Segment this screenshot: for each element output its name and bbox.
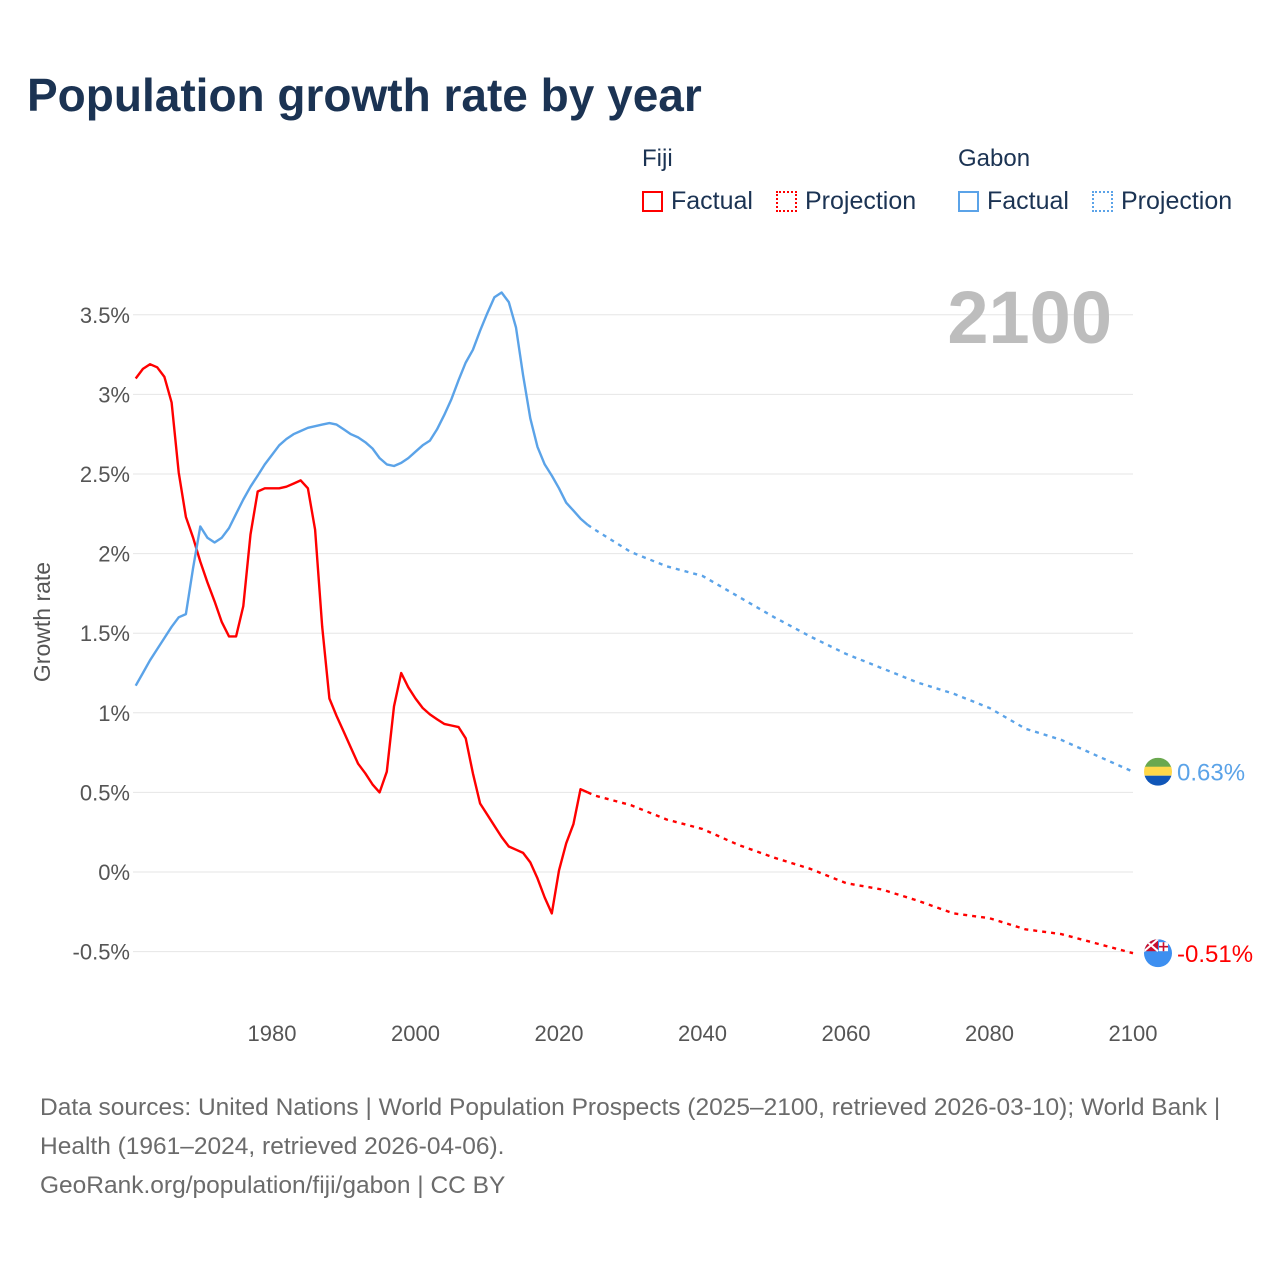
legend-fiji-projection[interactable]: Projection bbox=[776, 187, 916, 216]
data-sources: Data sources: United Nations | World Pop… bbox=[40, 1094, 1221, 1160]
legend-label: Projection bbox=[1121, 187, 1233, 215]
end-value-label: -0.51% bbox=[1177, 941, 1253, 968]
gabon-factual-line bbox=[134, 291, 589, 687]
y-tick-label: 3.5% bbox=[80, 303, 130, 328]
year-display: 2100 bbox=[947, 276, 1112, 359]
legend-swatch-dotted bbox=[776, 191, 797, 212]
gabon-projection-line bbox=[587, 523, 1134, 773]
legend-gabon-factual[interactable]: Factual bbox=[958, 187, 1069, 216]
legend-label: Projection bbox=[805, 187, 917, 215]
flag-body bbox=[1144, 939, 1172, 968]
x-tick-label: 2040 bbox=[678, 1021, 727, 1046]
y-tick-label: 1% bbox=[98, 701, 130, 726]
x-tick-label: 1980 bbox=[248, 1021, 297, 1046]
credit-link[interactable]: GeoRank.org/population/fiji/gabon | CC B… bbox=[40, 1172, 506, 1199]
flag-shield-cross bbox=[1159, 942, 1168, 952]
x-tick-label: 2080 bbox=[965, 1021, 1014, 1046]
flag-stripe-blue bbox=[1144, 775, 1172, 786]
fiji-flag-icon bbox=[1144, 939, 1172, 968]
legend-label: Factual bbox=[671, 187, 753, 215]
fiji-factual-line bbox=[134, 363, 589, 915]
flag-body bbox=[1144, 757, 1172, 786]
x-tick-label: 2100 bbox=[1109, 1021, 1158, 1046]
flag-stripe-yellow bbox=[1144, 766, 1172, 776]
y-tick-label: 0% bbox=[98, 860, 130, 885]
chart-title: Population growth rate by year bbox=[27, 69, 702, 121]
y-tick-label: 2% bbox=[98, 542, 130, 567]
fiji-projection-line bbox=[587, 791, 1134, 955]
legend-swatch-solid bbox=[958, 191, 979, 212]
y-tick-label: 2.5% bbox=[80, 462, 130, 487]
x-tick-label: 2060 bbox=[822, 1021, 871, 1046]
legend-label: Factual bbox=[987, 187, 1069, 215]
legend-group-gabon: Gabon bbox=[958, 145, 1031, 172]
legend-fiji-factual[interactable]: Factual bbox=[642, 187, 753, 216]
y-axis-label: Growth rate bbox=[29, 562, 55, 682]
end-value-label: 0.63% bbox=[1177, 760, 1245, 787]
legend-group-fiji: Fiji bbox=[642, 145, 673, 172]
legend-swatch-solid bbox=[642, 191, 663, 212]
legend-swatch-dotted bbox=[1092, 191, 1113, 212]
y-tick-label: -0.5% bbox=[73, 940, 130, 965]
legend-gabon-projection[interactable]: Projection bbox=[1092, 187, 1232, 216]
gabon-flag-icon bbox=[1144, 757, 1172, 786]
footer: Data sources: United Nations | World Pop… bbox=[40, 1088, 1240, 1205]
x-tick-label: 2000 bbox=[391, 1021, 440, 1046]
y-tick-label: 0.5% bbox=[80, 780, 130, 805]
line-chart: -0.5% 0% 0.5% 1% 1.5% 2% 2.5% 3% 3.5% 1980 2000 202… bbox=[29, 276, 1253, 1046]
flag-stripe-green bbox=[1144, 757, 1172, 768]
y-tick-label: 3% bbox=[98, 382, 130, 407]
y-tick-label: 1.5% bbox=[80, 621, 130, 646]
x-tick-label: 2020 bbox=[535, 1021, 584, 1046]
